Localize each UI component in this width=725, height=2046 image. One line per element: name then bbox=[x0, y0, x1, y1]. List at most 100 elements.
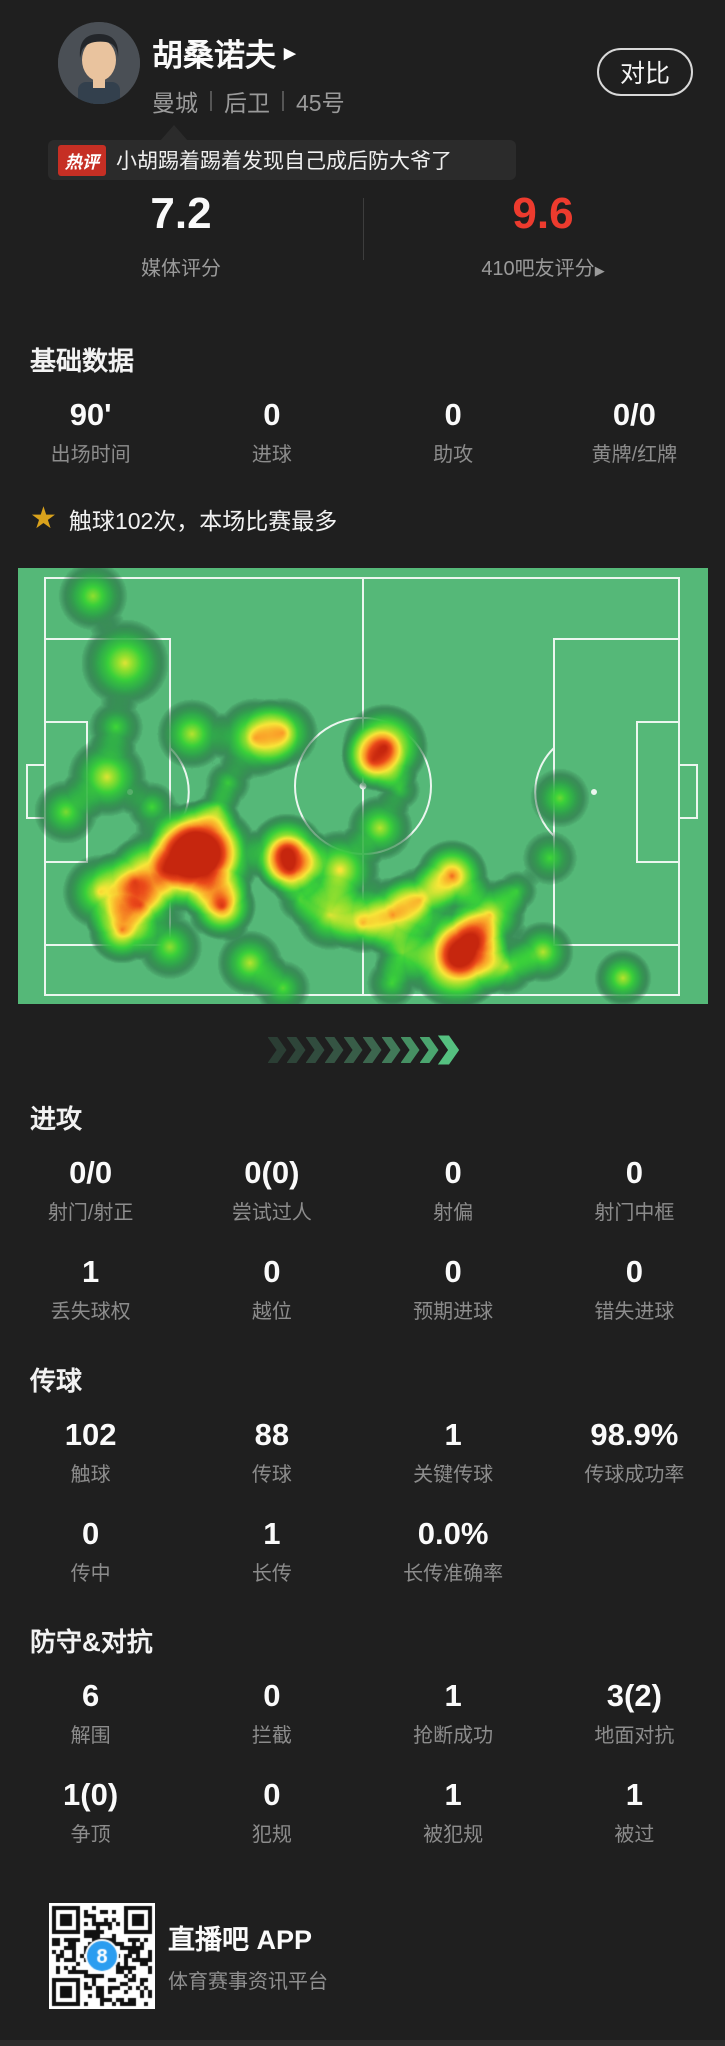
stat-label: 助攻 bbox=[433, 444, 474, 466]
stat-label: 关键传球 bbox=[413, 1464, 494, 1486]
stat-label: 射偏 bbox=[433, 1202, 474, 1224]
stat-value: 1(0) bbox=[63, 1777, 119, 1812]
heatmap-canvas bbox=[18, 568, 708, 1004]
stat-cell: 1 丢失球权 bbox=[0, 1255, 181, 1324]
stat-value: 1 bbox=[263, 1516, 281, 1551]
stat-label: 传球成功率 bbox=[584, 1464, 685, 1486]
stat-label: 解围 bbox=[70, 1725, 111, 1747]
chevron-icon bbox=[362, 1037, 382, 1063]
player-name-text: 胡桑诺夫 bbox=[152, 38, 276, 73]
stat-label: 黄牌/红牌 bbox=[591, 444, 678, 466]
chevron-arrows-icon bbox=[0, 1035, 725, 1065]
stat-value: 1 bbox=[444, 1417, 462, 1452]
stat-row: 102 触球 88 传球 1 关键传球 98.9% 传球成功率 bbox=[0, 1418, 725, 1487]
media-rating-label: 媒体评分 bbox=[141, 258, 221, 280]
stat-cell: 0 越位 bbox=[181, 1255, 362, 1324]
stat-cell: 6 解围 bbox=[0, 1679, 181, 1748]
stat-cell: 1 被犯规 bbox=[363, 1778, 544, 1847]
chevron-icon bbox=[343, 1037, 363, 1063]
fans-rating-label: 410吧友评分▶ bbox=[362, 252, 724, 281]
shirt-number: 45号 bbox=[296, 90, 345, 116]
stat-label: 尝试过人 bbox=[231, 1202, 312, 1224]
meta-divider bbox=[210, 91, 212, 111]
stat-value: 0 bbox=[263, 1678, 281, 1713]
bottom-strip bbox=[0, 2040, 725, 2046]
stat-value: 1 bbox=[444, 1777, 462, 1812]
section-title: 基础数据 bbox=[30, 346, 135, 376]
star-icon: ★ bbox=[30, 502, 57, 535]
stat-value: 0 bbox=[444, 1155, 462, 1190]
stat-label: 被犯规 bbox=[423, 1824, 484, 1846]
stat-cell: 1 关键传球 bbox=[363, 1418, 544, 1487]
ratings-block: 7.2 媒体评分 9.6 410吧友评分▶ bbox=[0, 190, 725, 281]
highlight-text: 触球102次，本场比赛最多 bbox=[68, 508, 338, 534]
section-title: 防守&对抗 bbox=[30, 1627, 153, 1657]
stat-value: 88 bbox=[254, 1417, 290, 1452]
stat-value: 90' bbox=[69, 397, 112, 432]
app-qr-code bbox=[49, 1903, 155, 2009]
stat-label: 地面对抗 bbox=[594, 1725, 675, 1747]
player-avatar[interactable] bbox=[58, 22, 140, 104]
stat-cell: 0 预期进球 bbox=[363, 1255, 544, 1324]
stat-value: 6 bbox=[82, 1678, 100, 1713]
stat-cell: 0.0% 长传准确率 bbox=[363, 1517, 544, 1586]
stat-value: 0/0 bbox=[69, 1155, 113, 1190]
stat-value: 0 bbox=[263, 397, 281, 432]
stat-value: 0 bbox=[444, 1254, 462, 1289]
stat-label: 传球 bbox=[251, 1464, 292, 1486]
section-basic: 基础数据 90' 出场时间 0 进球 0 助攻 0/0 黄牌/红牌 bbox=[0, 346, 725, 467]
player-meta: 曼城 后卫 45号 bbox=[152, 84, 345, 118]
app-description: 体育赛事资讯平台 bbox=[168, 1971, 328, 1993]
section-passing: 传球 102 触球 88 传球 1 关键传球 98.9% 传球成功率 0 传中 1 长传 0.0% 长传准确… bbox=[0, 1366, 725, 1586]
stat-label: 触球 bbox=[70, 1464, 111, 1486]
stat-label: 越位 bbox=[251, 1301, 292, 1323]
stat-cell: 1(0) 争顶 bbox=[0, 1778, 181, 1847]
stat-label: 进球 bbox=[251, 444, 292, 466]
stat-value: 1 bbox=[82, 1254, 100, 1289]
stat-cell: 0/0 黄牌/红牌 bbox=[544, 398, 725, 467]
hot-comment-text: 小胡踢着踢着发现自己成后防大爷了 bbox=[116, 150, 452, 173]
hot-comment-badge: 热评 bbox=[58, 144, 106, 176]
stat-cell: 0 犯规 bbox=[181, 1778, 362, 1847]
stat-cell: 0 助攻 bbox=[363, 398, 544, 467]
stat-label: 射门中框 bbox=[594, 1202, 675, 1224]
stat-cell: 90' 出场时间 bbox=[0, 398, 181, 467]
stat-value: 0 bbox=[625, 1155, 643, 1190]
stat-label: 错失进球 bbox=[594, 1301, 675, 1323]
stat-cell: 102 触球 bbox=[0, 1418, 181, 1487]
stat-value: 0 bbox=[263, 1777, 281, 1812]
stat-cell: 1 抢断成功 bbox=[363, 1679, 544, 1748]
chevron-icon bbox=[286, 1037, 306, 1063]
stat-value: 3(2) bbox=[606, 1678, 662, 1713]
stat-value: 0 bbox=[625, 1254, 643, 1289]
section-title: 传球 bbox=[30, 1366, 83, 1396]
stat-cell: 0 射偏 bbox=[363, 1156, 544, 1225]
stat-value: 1 bbox=[444, 1678, 462, 1713]
media-rating: 7.2 媒体评分 bbox=[0, 190, 362, 281]
stat-cell: 0 传中 bbox=[0, 1517, 181, 1586]
fans-arrow-icon: ▶ bbox=[594, 263, 605, 278]
ratings-divider bbox=[363, 198, 364, 260]
chevron-icon bbox=[267, 1037, 287, 1063]
app-name: 直播吧 APP bbox=[168, 1925, 313, 1955]
section-defense: 防守&对抗 6 解围 0 拦截 1 抢断成功 3(2) 地面对抗 1(0) 争顶 0 犯规 1 被犯规 1 被过 bbox=[0, 1627, 725, 1847]
player-name[interactable]: 胡桑诺夫 ▶ bbox=[152, 30, 296, 75]
stat-cell: 0 错失进球 bbox=[544, 1255, 725, 1324]
stat-label: 拦截 bbox=[251, 1725, 292, 1747]
stat-cell: 1 长传 bbox=[181, 1517, 362, 1586]
stat-cell: 0(0) 尝试过人 bbox=[181, 1156, 362, 1225]
stat-label: 传中 bbox=[70, 1563, 111, 1585]
compare-button[interactable]: 对比 bbox=[597, 48, 693, 96]
section-attack: 进攻 0/0 射门/射正 0(0) 尝试过人 0 射偏 0 射门中框 1 丢失球权 0 越位 0 预期进球 0… bbox=[0, 1104, 725, 1324]
hot-comment[interactable]: 热评 小胡踢着踢着发现自己成后防大爷了 bbox=[48, 140, 516, 180]
section-title: 进攻 bbox=[30, 1104, 83, 1134]
player-position: 后卫 bbox=[224, 90, 270, 116]
stat-label: 预期进球 bbox=[413, 1301, 494, 1323]
fans-rating[interactable]: 9.6 410吧友评分▶ bbox=[362, 190, 724, 281]
touch-heatmap bbox=[18, 568, 708, 1004]
stat-cell: 0/0 射门/射正 bbox=[0, 1156, 181, 1225]
stat-label: 抢断成功 bbox=[413, 1725, 494, 1747]
stat-row: 1 丢失球权 0 越位 0 预期进球 0 错失进球 bbox=[0, 1255, 725, 1324]
meta-divider bbox=[282, 91, 284, 111]
